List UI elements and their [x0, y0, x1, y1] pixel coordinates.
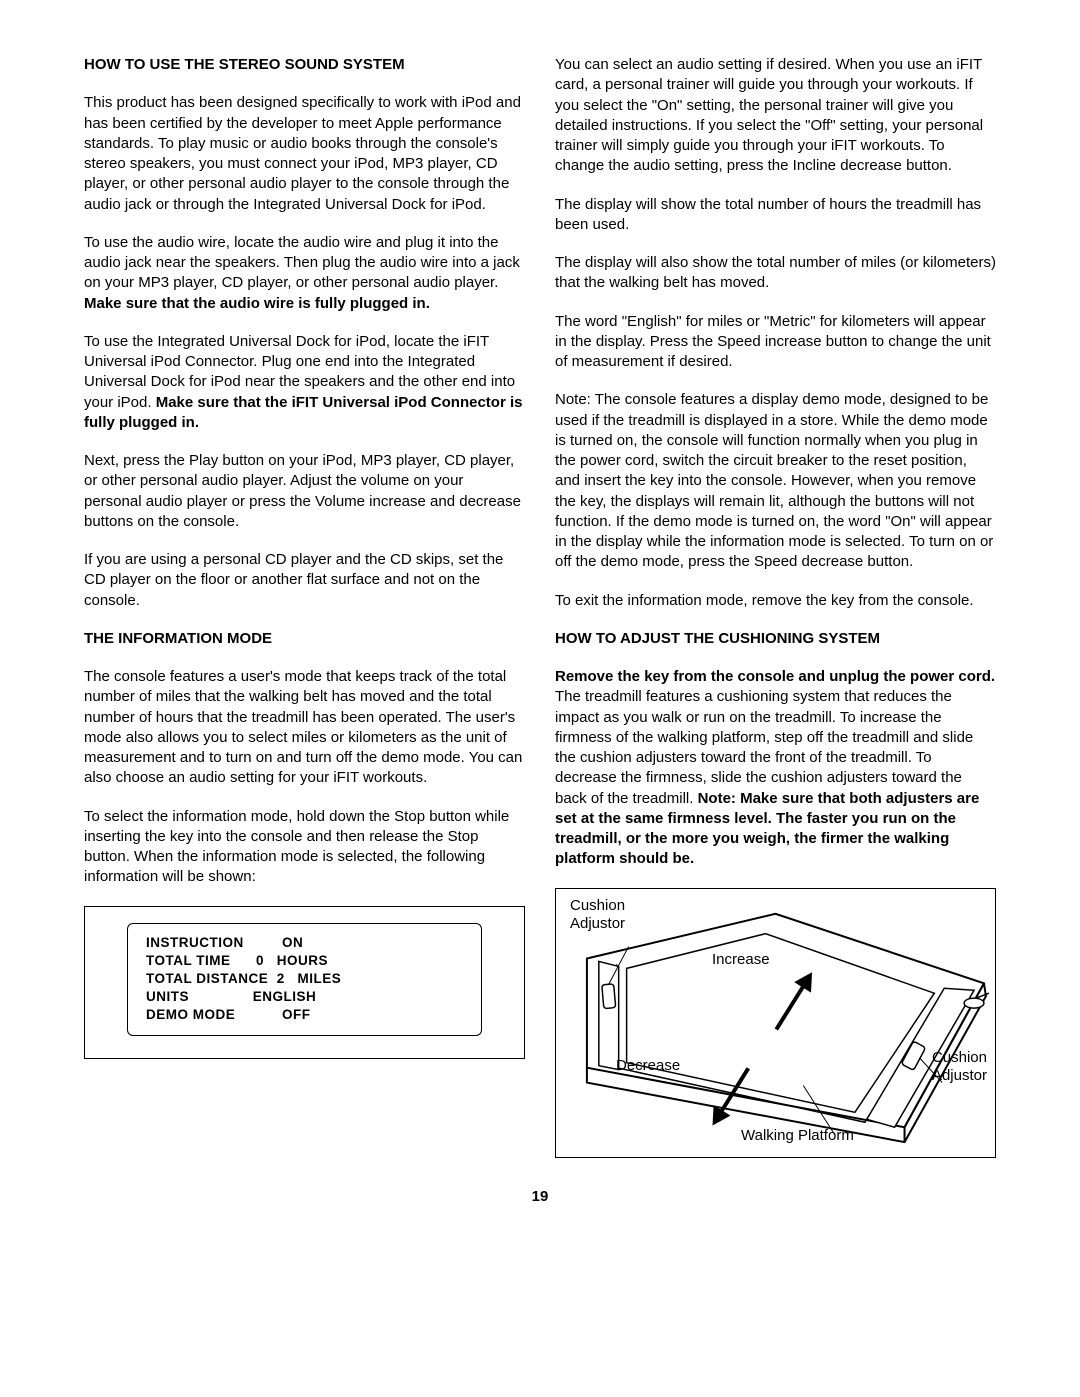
heading-info-mode: THE INFORMATION MODE — [84, 629, 525, 649]
para: The word "English" for miles or "Metric"… — [555, 312, 996, 373]
page: HOW TO USE THE STEREO SOUND SYSTEM This … — [84, 55, 996, 1158]
para: To use the audio wire, locate the audio … — [84, 233, 525, 314]
para: Remove the key from the console and unpl… — [555, 667, 996, 870]
label-cushion-adjustor-2: Cushion Adjustor — [932, 1049, 987, 1085]
heading-cushion: HOW TO ADJUST THE CUSHIONING SYSTEM — [555, 629, 996, 649]
para: Next, press the Play button on your iPod… — [84, 451, 525, 532]
para: If you are using a personal CD player an… — [84, 550, 525, 611]
bold-text: Make sure that the audio wire is fully p… — [84, 295, 430, 312]
bold-text: Remove the key from the console and unpl… — [555, 668, 995, 685]
para: You can select an audio setting if desir… — [555, 55, 996, 177]
para: The display will show the total number o… — [555, 195, 996, 236]
para: This product has been designed specifica… — [84, 93, 525, 215]
left-column: HOW TO USE THE STEREO SOUND SYSTEM This … — [84, 55, 525, 1158]
para: The console features a user's mode that … — [84, 667, 525, 789]
para: To exit the information mode, remove the… — [555, 591, 996, 611]
right-column: You can select an audio setting if desir… — [555, 55, 996, 1158]
page-number: 19 — [84, 1188, 996, 1205]
treadmill-diagram: Cushion Adjustor Increase Decrease Cushi… — [555, 888, 996, 1158]
lcd-display-box: INSTRUCTION ON TOTAL TIME 0 HOURS TOTAL … — [84, 906, 525, 1059]
label-increase: Increase — [712, 951, 770, 969]
heading-stereo: HOW TO USE THE STEREO SOUND SYSTEM — [84, 55, 525, 75]
lcd-display: INSTRUCTION ON TOTAL TIME 0 HOURS TOTAL … — [127, 923, 482, 1036]
label-cushion-adjustor-1: Cushion Adjustor — [570, 897, 625, 933]
para: Note: The console features a display dem… — [555, 390, 996, 572]
text: To use the audio wire, locate the audio … — [84, 234, 520, 292]
para: To select the information mode, hold dow… — [84, 807, 525, 888]
label-decrease: Decrease — [616, 1057, 680, 1075]
label-walking-platform: Walking Platform — [741, 1127, 854, 1145]
para: To use the Integrated Universal Dock for… — [84, 332, 525, 433]
para: The display will also show the total num… — [555, 253, 996, 294]
